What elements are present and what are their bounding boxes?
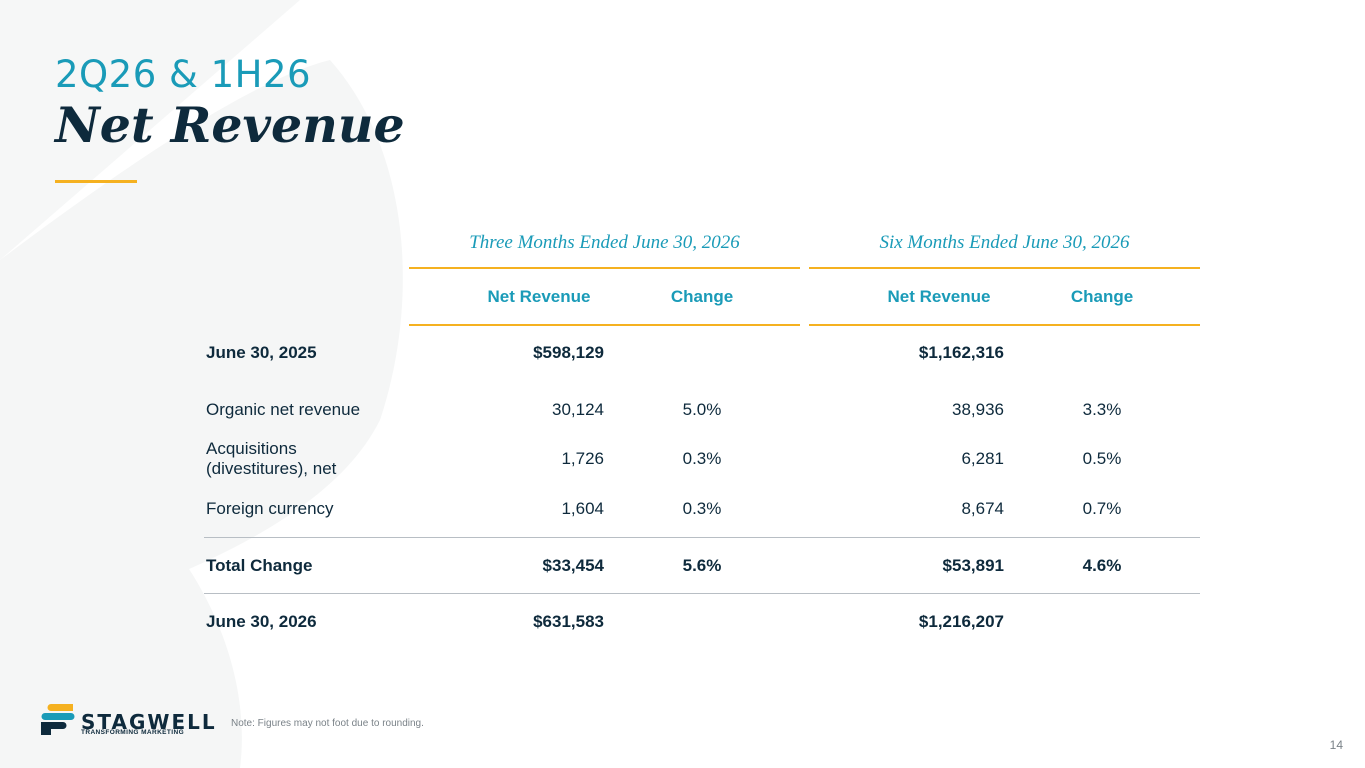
net-revenue-6m: 38,936 [952, 400, 1004, 419]
group-header-six-months: Six Months Ended June 30, 2026 [879, 232, 1130, 253]
table-row: Foreign currency 1,604 0.3% 8,674 0.7% [206, 489, 1200, 529]
net-revenue-3m: 1,726 [561, 449, 604, 468]
column-header-change-3m: Change [670, 287, 734, 306]
row-label: Total Change [206, 556, 313, 575]
change-6m: 3.3% [1082, 400, 1122, 419]
divider [204, 593, 1200, 594]
table-row: Total Change $33,454 5.6% $53,891 4.6% [206, 546, 1200, 586]
net-revenue-6m: $1,216,207 [918, 612, 1004, 631]
column-header-net-revenue-3m: Net Revenue [487, 287, 591, 306]
logo-tagline: TRANSFORMING MARKETING [81, 729, 185, 736]
net-revenue-6m: $53,891 [942, 556, 1004, 575]
group-header-three-months: Three Months Ended June 30, 2026 [469, 232, 740, 253]
change-6m: 4.6% [1082, 556, 1122, 575]
header-rule [409, 324, 800, 326]
row-label: Foreign currency [206, 499, 334, 518]
table-row: June 30, 2026 $631,583 $1,216,207 [206, 602, 1200, 642]
header-rule [809, 267, 1200, 269]
row-label: June 30, 2025 [206, 343, 317, 362]
header-rule [809, 324, 1200, 326]
change-3m: 5.0% [682, 400, 722, 419]
page-title: Net Revenue [55, 96, 405, 154]
change-6m: 0.5% [1082, 449, 1122, 468]
footnote: Note: Figures may not foot due to roundi… [231, 718, 424, 729]
net-revenue-3m: 30,124 [552, 400, 604, 419]
logo-wordmark: STAGWELL [81, 710, 217, 734]
stagwell-logo-icon [41, 704, 75, 735]
header-rule [409, 267, 800, 269]
title-period: 2Q26 & 1H26 [55, 53, 312, 96]
change-6m [1062, 602, 1142, 642]
net-revenue-6m: 8,674 [961, 499, 1004, 518]
title-underline [55, 180, 137, 183]
change-3m: 0.3% [682, 449, 722, 468]
net-revenue-3m: $598,129 [533, 343, 604, 362]
net-revenue-3m: $631,583 [533, 612, 604, 631]
column-header-change-6m: Change [1070, 287, 1134, 306]
table-row: Organic net revenue 30,124 5.0% 38,936 3… [206, 390, 1200, 430]
row-label: June 30, 2026 [206, 612, 317, 631]
row-label: Organic net revenue [206, 400, 361, 419]
change-3m: 5.6% [682, 556, 722, 575]
table-row: Acquisitions (divestitures), net 1,726 0… [206, 439, 1200, 479]
change-6m [1062, 333, 1142, 373]
change-6m: 0.7% [1082, 499, 1122, 518]
page-number: 14 [1329, 738, 1343, 752]
net-revenue-3m: 1,604 [561, 499, 604, 518]
net-revenue-3m: $33,454 [542, 556, 604, 575]
net-revenue-6m: 6,281 [961, 449, 1004, 468]
change-3m: 0.3% [682, 499, 722, 518]
column-header-net-revenue-6m: Net Revenue [887, 287, 991, 306]
divider [204, 537, 1200, 538]
net-revenue-6m: $1,162,316 [918, 343, 1004, 362]
change-3m [662, 602, 742, 642]
table-row: June 30, 2025 $598,129 $1,162,316 [206, 333, 1200, 373]
row-label: Acquisitions (divestitures), net [206, 439, 337, 478]
change-3m [662, 333, 742, 373]
